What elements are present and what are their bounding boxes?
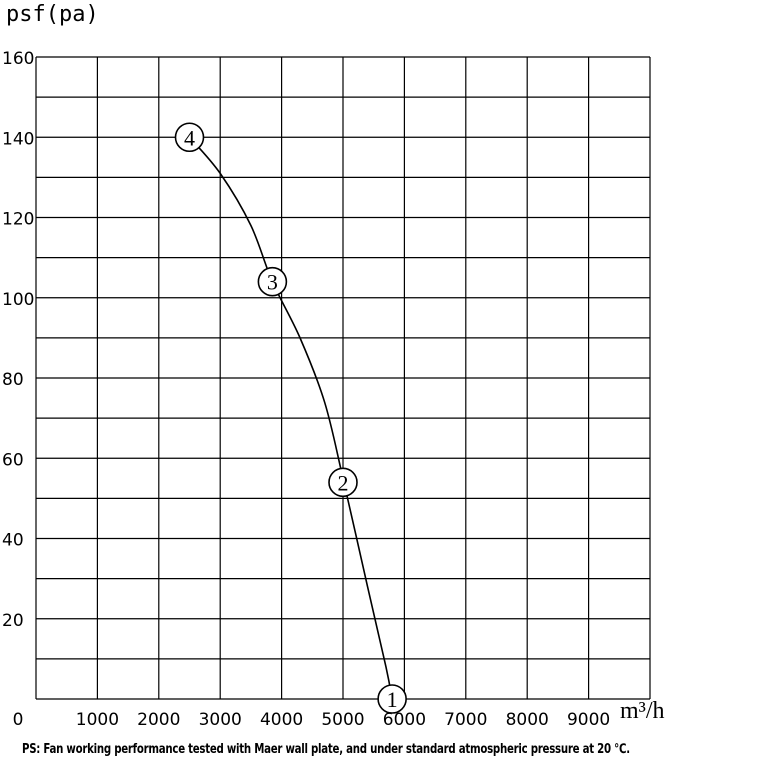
x-tick-label: 3000	[199, 710, 242, 730]
y-axis-title: psf(pa)	[6, 2, 99, 27]
marker-label: 2	[338, 470, 349, 495]
x-tick-label: 2000	[137, 710, 180, 730]
marker-circle	[174, 122, 205, 153]
y-tick-label: 60	[2, 450, 24, 470]
curve-marker-3: 3	[257, 266, 288, 297]
y-tick-label: 120	[2, 210, 34, 230]
y-tick-label: 100	[2, 290, 34, 310]
test-conditions-note: PS: Fan working performance tested with …	[22, 742, 630, 757]
marker-circle	[257, 266, 288, 297]
x-tick-label: 5000	[321, 710, 364, 730]
x-tick-label: 6000	[383, 710, 426, 730]
x-tick-label: 0	[13, 710, 24, 730]
curve-marker-2: 2	[328, 467, 358, 498]
y-tick-label: 140	[2, 129, 34, 149]
marker-label: 1	[387, 687, 398, 712]
x-tick-label: 1000	[76, 710, 119, 730]
marker-label: 3	[267, 270, 278, 295]
curve-markers: 1 2 3 4	[174, 122, 407, 714]
marker-circle	[328, 467, 358, 498]
performance-curve	[188, 136, 393, 700]
y-tick-label: 40	[2, 531, 24, 551]
x-tick-label: 4000	[260, 710, 303, 730]
y-tick-labels: 20 40 60 80 100 120 140 160	[2, 49, 34, 631]
x-tick-label: 7000	[444, 710, 487, 730]
marker-circle	[377, 684, 407, 714]
x-axis-title: m³/h	[620, 698, 665, 724]
y-tick-label: 80	[2, 370, 24, 390]
x-tick-labels: 0 1000 2000 3000 4000 5000 6000 7000 8000 9000	[13, 710, 611, 730]
chart-grid	[35, 56, 651, 700]
curve-marker-1: 1	[377, 684, 407, 714]
x-tick-label: 9000	[567, 710, 610, 730]
marker-label: 4	[184, 125, 195, 150]
curve-marker-4: 4	[174, 122, 205, 153]
y-tick-label: 160	[2, 49, 34, 69]
y-tick-label: 20	[2, 611, 24, 631]
x-tick-label: 8000	[506, 710, 549, 730]
